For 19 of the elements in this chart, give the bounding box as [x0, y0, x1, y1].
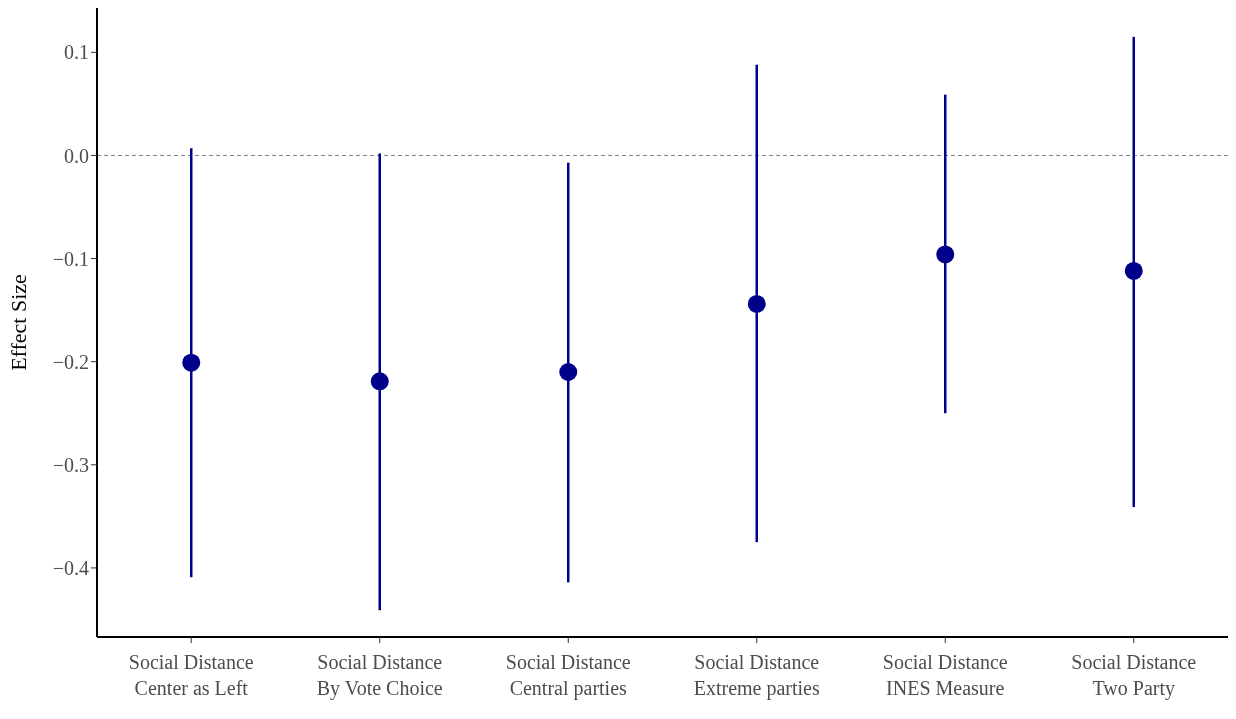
y-tick-label: −0.2: [52, 350, 89, 373]
y-tick-label: 0.0: [64, 144, 89, 167]
y-tick-label: −0.4: [52, 557, 89, 580]
point: [936, 245, 955, 264]
point: [747, 294, 766, 313]
point: [1124, 261, 1143, 280]
y-tick-label: −0.3: [52, 453, 89, 476]
x-tick-label: Social Distance Center as Left: [128, 651, 254, 699]
x-tick-label: Social Distance By Vote Choice: [316, 651, 443, 700]
x-tick-label: Social Distance Extreme parties: [693, 651, 820, 700]
x-tick-label: Social Distance Central parties: [505, 651, 631, 700]
point: [182, 353, 201, 372]
y-tick-label: 0.1: [64, 41, 89, 64]
y-tick-label: −0.1: [52, 247, 89, 270]
x-tick-label: Social Distance INES Measure: [882, 651, 1008, 699]
point: [559, 363, 578, 381]
y-axis-title: Effect Size: [5, 274, 31, 371]
x-tick-label: Social Distance Two Party: [1071, 651, 1197, 700]
point: [370, 372, 389, 391]
